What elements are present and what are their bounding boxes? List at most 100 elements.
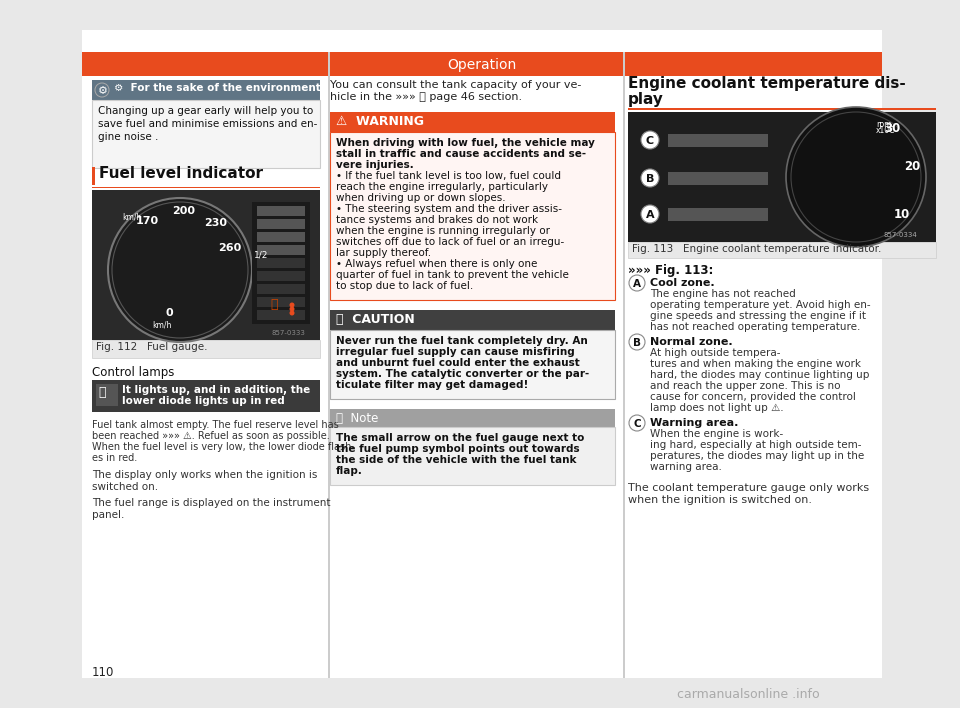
Circle shape bbox=[95, 83, 109, 97]
Text: when driving up or down slopes.: when driving up or down slopes. bbox=[336, 193, 506, 203]
Text: lamp does not light up ⚠.: lamp does not light up ⚠. bbox=[650, 403, 783, 413]
Text: ⚙: ⚙ bbox=[98, 86, 108, 96]
Bar bbox=[330, 427, 615, 485]
Text: the fuel pump symbol points out towards: the fuel pump symbol points out towards bbox=[336, 444, 580, 454]
Bar bbox=[257, 232, 305, 242]
Bar bbox=[330, 330, 615, 399]
Text: Never run the fuel tank completely dry. An: Never run the fuel tank completely dry. … bbox=[336, 336, 588, 346]
Text: Normal zone.: Normal zone. bbox=[650, 337, 732, 347]
Bar bbox=[330, 112, 615, 132]
Circle shape bbox=[290, 307, 295, 312]
Bar bbox=[257, 219, 305, 229]
Circle shape bbox=[290, 311, 295, 316]
Text: irregular fuel supply can cause misfiring: irregular fuel supply can cause misfirin… bbox=[336, 347, 575, 357]
Text: ⓘ  Note: ⓘ Note bbox=[336, 412, 378, 425]
Text: ⛽: ⛽ bbox=[270, 298, 277, 311]
Text: rpm: rpm bbox=[876, 120, 892, 129]
Text: When driving with low fuel, the vehicle may: When driving with low fuel, the vehicle … bbox=[336, 138, 595, 148]
Text: • The steering system and the driver assis-: • The steering system and the driver ass… bbox=[336, 204, 562, 214]
Text: 170: 170 bbox=[136, 216, 159, 226]
Bar bbox=[92, 100, 320, 168]
Text: tures and when making the engine work: tures and when making the engine work bbox=[650, 359, 861, 369]
Text: At high outside tempera-: At high outside tempera- bbox=[650, 348, 780, 358]
Bar bbox=[257, 284, 305, 294]
Text: save fuel and minimise emissions and en-: save fuel and minimise emissions and en- bbox=[98, 119, 318, 129]
Text: peratures, the diodes may light up in the: peratures, the diodes may light up in th… bbox=[650, 451, 864, 461]
Circle shape bbox=[629, 334, 645, 350]
Text: A: A bbox=[646, 210, 655, 220]
Text: tance systems and brakes do not work: tance systems and brakes do not work bbox=[336, 215, 539, 225]
Text: Fuel tank almost empty. The fuel reserve level has: Fuel tank almost empty. The fuel reserve… bbox=[92, 420, 339, 430]
Text: Operation: Operation bbox=[447, 58, 516, 72]
Text: B: B bbox=[646, 174, 654, 184]
Text: When the engine is work-: When the engine is work- bbox=[650, 429, 783, 439]
Text: Fuel level indicator: Fuel level indicator bbox=[99, 166, 263, 181]
Text: ⛽: ⛽ bbox=[98, 386, 106, 399]
Text: panel.: panel. bbox=[92, 510, 125, 520]
Text: Changing up a gear early will help you to: Changing up a gear early will help you t… bbox=[98, 106, 313, 116]
Text: gine speeds and stressing the engine if it: gine speeds and stressing the engine if … bbox=[650, 311, 866, 321]
Bar bbox=[92, 380, 320, 412]
Bar bbox=[330, 409, 615, 427]
Bar bbox=[82, 52, 882, 76]
Text: ing hard, especially at high outside tem-: ing hard, especially at high outside tem… bbox=[650, 440, 861, 450]
Text: Fig. 113   Engine coolant temperature indicator.: Fig. 113 Engine coolant temperature indi… bbox=[632, 244, 881, 254]
Text: switches off due to lack of fuel or an irregu-: switches off due to lack of fuel or an i… bbox=[336, 237, 564, 247]
Text: hicle in the »»» 📖 page 46 section.: hicle in the »»» 📖 page 46 section. bbox=[330, 92, 522, 102]
Bar bbox=[257, 297, 305, 307]
Bar bbox=[257, 271, 305, 281]
Text: switched on.: switched on. bbox=[92, 482, 158, 492]
Text: The small arrow on the fuel gauge next to: The small arrow on the fuel gauge next t… bbox=[336, 433, 585, 443]
Bar bbox=[257, 245, 305, 255]
Text: reach the engine irregularly, particularly: reach the engine irregularly, particular… bbox=[336, 182, 548, 192]
Bar bbox=[668, 208, 768, 221]
Bar bbox=[92, 187, 320, 188]
Text: The coolant temperature gauge only works: The coolant temperature gauge only works bbox=[628, 483, 869, 493]
Text: Fig. 112   Fuel gauge.: Fig. 112 Fuel gauge. bbox=[96, 342, 207, 352]
Text: 20: 20 bbox=[904, 160, 921, 173]
Text: 10: 10 bbox=[894, 208, 910, 221]
Text: carmanualsonline .info: carmanualsonline .info bbox=[678, 688, 820, 701]
Text: x10C: x10C bbox=[876, 126, 896, 135]
Text: ⚠  WARNING: ⚠ WARNING bbox=[336, 115, 424, 128]
Bar bbox=[668, 172, 768, 185]
Text: the side of the vehicle with the fuel tank: the side of the vehicle with the fuel ta… bbox=[336, 455, 577, 465]
Text: lower diode lights up in red: lower diode lights up in red bbox=[122, 396, 285, 406]
Text: warning area.: warning area. bbox=[650, 462, 722, 472]
Text: The display only works when the ignition is: The display only works when the ignition… bbox=[92, 470, 318, 480]
Bar bbox=[96, 384, 118, 406]
Bar bbox=[82, 30, 882, 678]
Bar bbox=[623, 52, 625, 678]
Text: gine noise .: gine noise . bbox=[98, 132, 158, 142]
Text: cause for concern, provided the control: cause for concern, provided the control bbox=[650, 392, 856, 402]
Text: 1/2: 1/2 bbox=[254, 250, 269, 259]
Text: quarter of fuel in tank to prevent the vehicle: quarter of fuel in tank to prevent the v… bbox=[336, 270, 569, 280]
Text: ⚙  For the sake of the environment: ⚙ For the sake of the environment bbox=[114, 83, 321, 93]
Text: 0: 0 bbox=[166, 308, 174, 318]
Text: Warning area.: Warning area. bbox=[650, 418, 738, 428]
Bar bbox=[628, 108, 936, 110]
Text: 200: 200 bbox=[172, 206, 195, 216]
Text: A: A bbox=[633, 279, 641, 289]
Text: vere injuries.: vere injuries. bbox=[336, 160, 414, 170]
Text: and reach the upper zone. This is no: and reach the upper zone. This is no bbox=[650, 381, 841, 391]
Text: km/h: km/h bbox=[152, 320, 172, 329]
Text: and unburnt fuel could enter the exhaust: and unburnt fuel could enter the exhaust bbox=[336, 358, 580, 368]
Circle shape bbox=[108, 198, 252, 342]
Text: The fuel range is displayed on the instrument: The fuel range is displayed on the instr… bbox=[92, 498, 330, 508]
Bar bbox=[92, 340, 320, 358]
Text: stall in traffic and cause accidents and se-: stall in traffic and cause accidents and… bbox=[336, 149, 587, 159]
Text: to stop due to lack of fuel.: to stop due to lack of fuel. bbox=[336, 281, 473, 291]
Text: B: B bbox=[633, 338, 641, 348]
Text: been reached »»» ⚠. Refuel as soon as possible.: been reached »»» ⚠. Refuel as soon as po… bbox=[92, 431, 329, 441]
Text: Cool zone.: Cool zone. bbox=[650, 278, 714, 288]
Text: has not reached operating temperature.: has not reached operating temperature. bbox=[650, 322, 860, 332]
Text: flap.: flap. bbox=[336, 466, 363, 476]
Text: »»» Fig. 113:: »»» Fig. 113: bbox=[628, 264, 713, 277]
Text: C: C bbox=[634, 419, 641, 429]
Circle shape bbox=[629, 415, 645, 431]
Text: km/h: km/h bbox=[122, 212, 141, 221]
Bar bbox=[668, 134, 768, 147]
Text: The engine has not reached: The engine has not reached bbox=[650, 289, 796, 299]
Circle shape bbox=[641, 131, 659, 149]
